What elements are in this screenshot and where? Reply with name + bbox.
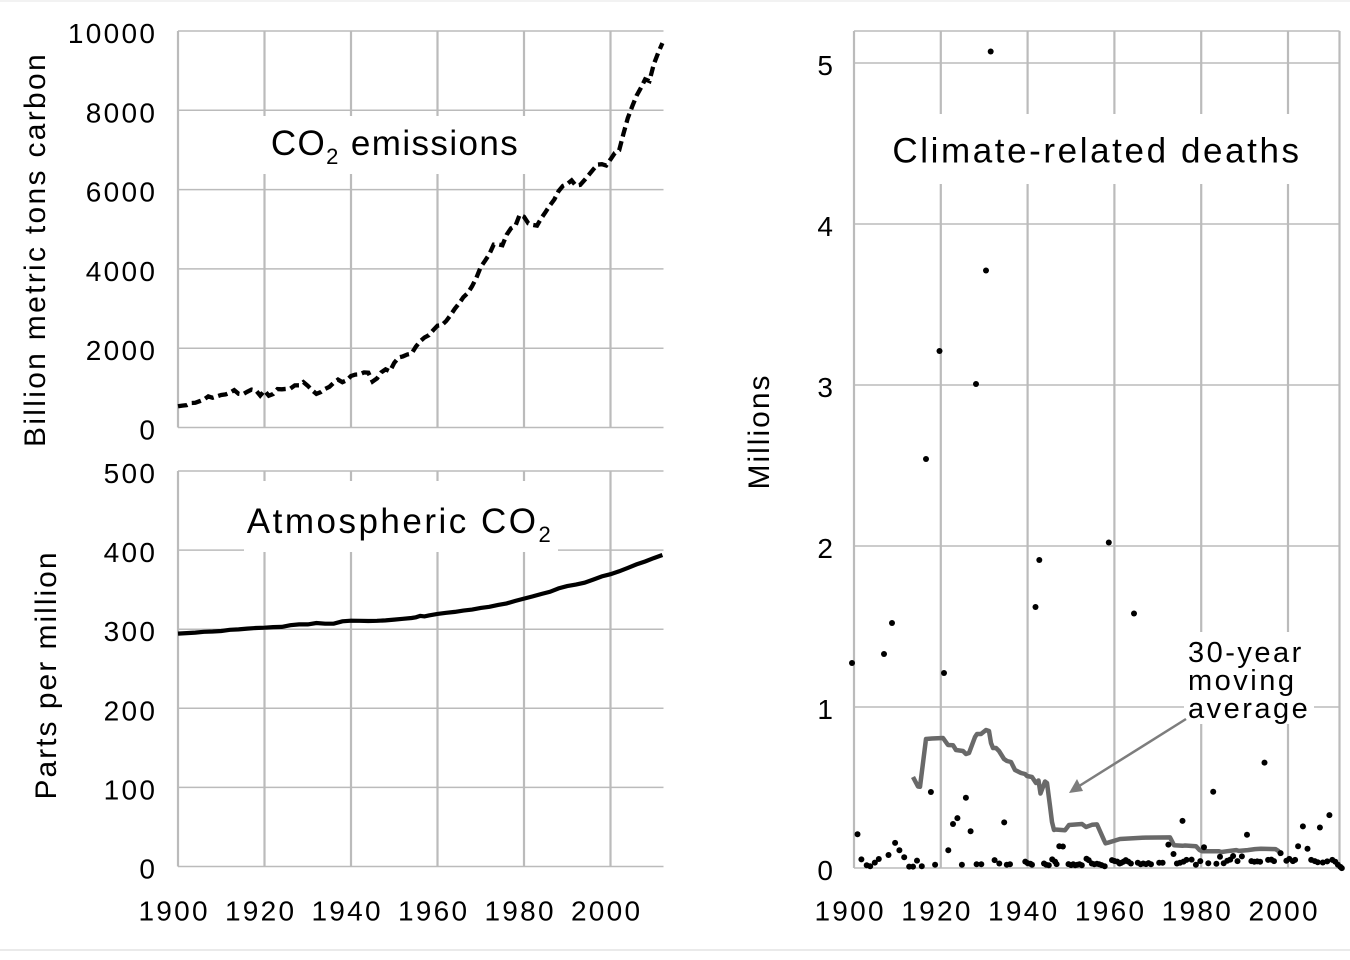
svg-text:Atmospheric CO2: Atmospheric CO2 xyxy=(247,502,554,547)
svg-text:500: 500 xyxy=(104,458,158,489)
svg-text:4: 4 xyxy=(817,211,835,242)
svg-text:0: 0 xyxy=(817,855,835,886)
svg-text:2000: 2000 xyxy=(1248,896,1320,927)
svg-text:1940: 1940 xyxy=(311,896,383,927)
svg-text:1900: 1900 xyxy=(814,896,886,927)
svg-text:400: 400 xyxy=(104,537,158,568)
svg-text:6000: 6000 xyxy=(86,177,158,208)
svg-text:2: 2 xyxy=(817,533,835,564)
svg-text:average: average xyxy=(1188,693,1310,725)
svg-text:1980: 1980 xyxy=(1162,896,1234,927)
svg-text:Millions: Millions xyxy=(743,373,776,489)
svg-text:10000: 10000 xyxy=(68,18,157,49)
svg-text:1960: 1960 xyxy=(1075,896,1147,927)
svg-text:1940: 1940 xyxy=(988,896,1060,927)
svg-text:3: 3 xyxy=(817,372,835,403)
svg-text:moving: moving xyxy=(1188,665,1297,697)
svg-text:2000: 2000 xyxy=(571,896,643,927)
svg-text:CO2 emissions: CO2 emissions xyxy=(271,124,519,169)
svg-text:1920: 1920 xyxy=(225,896,297,927)
svg-text:1: 1 xyxy=(817,694,835,725)
svg-text:0: 0 xyxy=(139,854,157,885)
svg-text:Climate-related deaths: Climate-related deaths xyxy=(892,132,1301,171)
svg-text:200: 200 xyxy=(104,695,158,726)
svg-text:30-year: 30-year xyxy=(1188,637,1304,669)
svg-text:1980: 1980 xyxy=(484,896,556,927)
svg-text:Billion metric tons carbon: Billion metric tons carbon xyxy=(19,52,52,447)
svg-text:300: 300 xyxy=(104,616,158,647)
svg-text:5: 5 xyxy=(817,50,835,81)
svg-text:4000: 4000 xyxy=(86,256,158,287)
svg-text:1960: 1960 xyxy=(398,896,470,927)
svg-text:Parts per million: Parts per million xyxy=(30,550,63,799)
svg-text:8000: 8000 xyxy=(86,97,158,128)
svg-text:0: 0 xyxy=(139,415,157,446)
svg-text:1920: 1920 xyxy=(901,896,973,927)
svg-text:1900: 1900 xyxy=(138,896,210,927)
svg-text:2000: 2000 xyxy=(86,335,158,366)
svg-text:100: 100 xyxy=(104,774,158,805)
